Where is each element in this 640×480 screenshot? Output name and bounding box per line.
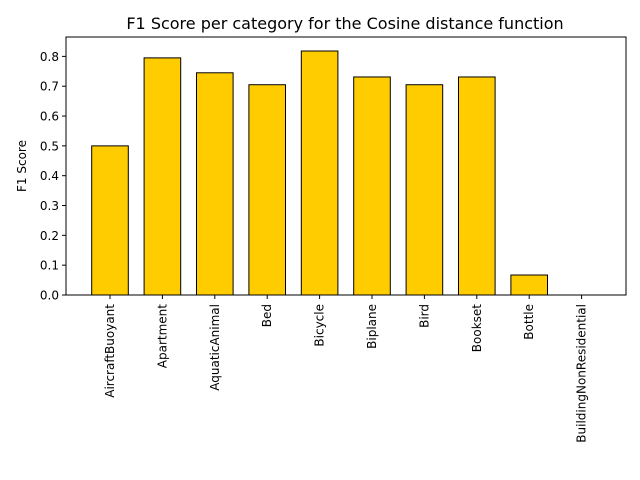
y-tick-label: 0.4 (40, 169, 59, 183)
y-tick-label: 0.6 (40, 110, 59, 124)
x-tick-label: Bottle (522, 304, 536, 340)
bar-Bird (405, 84, 444, 296)
y-tick-label: 0.1 (40, 259, 59, 273)
bar-AircraftBuoyant (91, 145, 129, 296)
x-tick-label: Biplane (365, 304, 379, 349)
bar-Biplane (353, 76, 391, 296)
y-tick-label: 0.2 (40, 229, 59, 243)
x-tick-label: Apartment (155, 304, 169, 368)
chart-title: F1 Score per category for the Cosine dis… (126, 14, 563, 33)
bar-Bookset (458, 76, 496, 296)
x-tick-label: Bookset (470, 304, 484, 353)
bar-AquaticAnimal (196, 72, 234, 296)
bar-Bed (248, 84, 286, 296)
y-tick-label: 0.0 (40, 289, 59, 303)
y-tick-label: 0.8 (40, 50, 59, 64)
y-tick-label: 0.3 (40, 199, 59, 213)
x-tick-label: BuildingNonResidential (575, 304, 589, 443)
x-tick-label: Bicycle (313, 304, 327, 347)
bar-Apartment (143, 57, 182, 296)
x-ticks-group: AircraftBuoyant Apartment AquaticAnimal Bed… (103, 295, 589, 443)
y-tick-label: 0.5 (40, 139, 59, 153)
bar-Bottle (510, 274, 548, 296)
bars-group (91, 50, 548, 296)
x-tick-label: Bird (417, 304, 431, 328)
plot-frame (65, 36, 627, 296)
bar-Bicycle (300, 50, 339, 296)
x-tick-label: Bed (260, 304, 274, 327)
y-ticks-group: 0.0 0.1 0.2 0.3 0.4 0.5 0.6 0.7 0.8 (40, 50, 66, 303)
x-tick-label: AircraftBuoyant (103, 304, 117, 398)
y-tick-label: 0.7 (40, 80, 59, 94)
y-axis-label: F1 Score (15, 140, 29, 192)
x-tick-label: AquaticAnimal (208, 304, 222, 391)
